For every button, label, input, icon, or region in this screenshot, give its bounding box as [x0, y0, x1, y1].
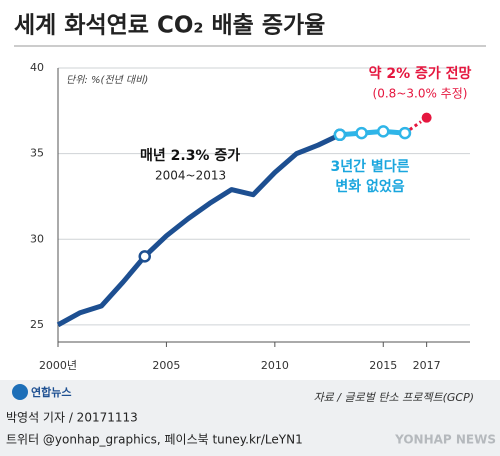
y-tick-label: 40 — [30, 61, 44, 74]
point — [377, 125, 390, 138]
annotation: 매년 2.3% 증가 — [140, 148, 240, 164]
y-tick-label: 30 — [30, 232, 44, 245]
x-tick-label: 2005 — [152, 359, 180, 372]
line — [339, 128, 406, 138]
line — [404, 116, 428, 135]
point — [398, 126, 412, 140]
source: 자료 / 글로벌 탄소 프로젝트(GCP) — [314, 391, 474, 404]
point — [355, 126, 368, 140]
logo-icon — [12, 384, 28, 400]
unit-note: 단위: %(전년 대비) — [66, 74, 148, 86]
x-tick-label: 2017 — [413, 359, 441, 372]
x-tick-label: 2010 — [261, 359, 289, 372]
point — [333, 128, 347, 142]
y-tick-label: 35 — [30, 147, 44, 160]
point — [419, 110, 434, 125]
annotation: 3년간 별다른 — [330, 158, 409, 175]
annotation: 변화 없었음 — [335, 179, 404, 195]
chart-title: 세계 화석연료 CO₂ 배출 증가율 — [14, 13, 325, 39]
logo: 연합뉴스 — [31, 385, 71, 399]
annotation: 2004~2013 — [155, 169, 226, 183]
sns: 트위터 @yonhap_graphics, 페이스북 tuney.kr/LeYN… — [6, 433, 303, 447]
x-tick-label: 2015 — [369, 359, 397, 372]
line — [56, 132, 341, 328]
byline: 박영석 기자 / 20171113 — [6, 411, 138, 425]
watermark: YONHAP NEWS — [394, 433, 496, 447]
annotation: 약 2% 증가 전망 — [369, 65, 472, 82]
footer-band — [0, 380, 500, 456]
point — [138, 250, 151, 263]
annotation: (0.8~3.0% 추정) — [373, 87, 468, 101]
x-tick-label: 2000년 — [39, 359, 77, 372]
y-tick-label: 25 — [30, 318, 44, 331]
